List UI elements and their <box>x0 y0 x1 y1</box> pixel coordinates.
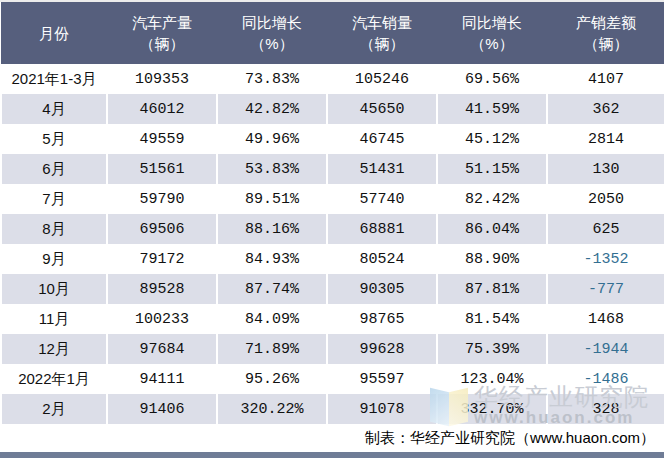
month-cell: 2022年1月 <box>1 364 107 394</box>
value-cell: 75.39% <box>437 334 547 364</box>
table-row: 12月9768471.89%9962875.39%-1944 <box>1 334 664 364</box>
value-cell: 94111 <box>107 364 217 394</box>
value-cell: 81.54% <box>437 304 547 334</box>
header-row: 月份汽车产量（辆）同比增长（%）汽车销量（辆）同比增长（%）产销差额（辆） <box>1 2 664 64</box>
value-cell: -777 <box>547 274 664 304</box>
table-row: 6月5156153.83%5143151.15%130 <box>1 154 664 184</box>
value-cell: 51431 <box>327 154 437 184</box>
value-cell: 51.15% <box>437 154 547 184</box>
value-cell: -1352 <box>547 244 664 274</box>
value-cell: 69.56% <box>437 64 547 94</box>
value-cell: 41.59% <box>437 94 547 124</box>
credit-line: 制表：华经产业研究院（www.huaon.com） <box>0 426 655 450</box>
value-cell: 53.83% <box>217 154 327 184</box>
value-cell: 332.70% <box>437 394 547 424</box>
column-header: 同比增长（%） <box>437 2 547 64</box>
table-row: 2021年1-3月10935373.83%10524669.56%4107 <box>1 64 664 94</box>
month-cell: 5月 <box>1 124 107 154</box>
column-header: 月份 <box>1 2 107 64</box>
auto-production-sales-table: 月份汽车产量（辆）同比增长（%）汽车销量（辆）同比增长（%）产销差额（辆） 20… <box>0 2 664 424</box>
value-cell: 84.93% <box>217 244 327 274</box>
column-header: 汽车销量（辆） <box>327 2 437 64</box>
table-row: 4月4601242.82%4565041.59%362 <box>1 94 664 124</box>
value-cell: 86.04% <box>437 214 547 244</box>
value-cell: 88.90% <box>437 244 547 274</box>
value-cell: 84.09% <box>217 304 327 334</box>
value-cell: 95597 <box>327 364 437 394</box>
month-cell: 2月 <box>1 394 107 424</box>
column-header: 同比增长（%） <box>217 2 327 64</box>
month-cell: 8月 <box>1 214 107 244</box>
value-cell: 87.81% <box>437 274 547 304</box>
value-cell: 59790 <box>107 184 217 214</box>
value-cell: 362 <box>547 94 664 124</box>
value-cell: 73.83% <box>217 64 327 94</box>
table-row: 7月5979089.51%5774082.42%2050 <box>1 184 664 214</box>
value-cell: 42.82% <box>217 94 327 124</box>
column-header: 产销差额（辆） <box>547 2 664 64</box>
table-row: 9月7917284.93%8052488.90%-1352 <box>1 244 664 274</box>
table-body: 2021年1-3月10935373.83%10524669.56%41074月4… <box>1 64 664 424</box>
value-cell: 91406 <box>107 394 217 424</box>
value-cell: 95.26% <box>217 364 327 394</box>
month-cell: 9月 <box>1 244 107 274</box>
value-cell: 45.12% <box>437 124 547 154</box>
value-cell: 2050 <box>547 184 664 214</box>
bottom-bar <box>0 452 664 458</box>
value-cell: 69506 <box>107 214 217 244</box>
column-header: 汽车产量（辆） <box>107 2 217 64</box>
value-cell: 46012 <box>107 94 217 124</box>
value-cell: 88.16% <box>217 214 327 244</box>
value-cell: 123.04% <box>437 364 547 394</box>
value-cell: 91078 <box>327 394 437 424</box>
value-cell: 46745 <box>327 124 437 154</box>
value-cell: 98765 <box>327 304 437 334</box>
value-cell: 100233 <box>107 304 217 334</box>
table-row: 10月8952887.74%9030587.81%-777 <box>1 274 664 304</box>
month-cell: 6月 <box>1 154 107 184</box>
value-cell: 45650 <box>327 94 437 124</box>
statistics-table-page: 月份汽车产量（辆）同比增长（%）汽车销量（辆）同比增长（%）产销差额（辆） 20… <box>0 0 664 458</box>
value-cell: 320.22% <box>217 394 327 424</box>
value-cell: 89528 <box>107 274 217 304</box>
value-cell: 87.74% <box>217 274 327 304</box>
value-cell: 328 <box>547 394 664 424</box>
value-cell: 57740 <box>327 184 437 214</box>
value-cell: 89.51% <box>217 184 327 214</box>
month-cell: 2021年1-3月 <box>1 64 107 94</box>
value-cell: 49559 <box>107 124 217 154</box>
value-cell: 51561 <box>107 154 217 184</box>
value-cell: 80524 <box>327 244 437 274</box>
month-cell: 4月 <box>1 94 107 124</box>
value-cell: 2814 <box>547 124 664 154</box>
month-cell: 12月 <box>1 334 107 364</box>
table-row: 2022年1月9411195.26%95597123.04%-1486 <box>1 364 664 394</box>
value-cell: 79172 <box>107 244 217 274</box>
value-cell: -1944 <box>547 334 664 364</box>
month-cell: 11月 <box>1 304 107 334</box>
value-cell: 109353 <box>107 64 217 94</box>
value-cell: 90305 <box>327 274 437 304</box>
table-row: 2月91406320.22%91078332.70%328 <box>1 394 664 424</box>
table-row: 11月10023384.09%9876581.54%1468 <box>1 304 664 334</box>
value-cell: 4107 <box>547 64 664 94</box>
value-cell: 68881 <box>327 214 437 244</box>
value-cell: 49.96% <box>217 124 327 154</box>
table-row: 5月4955949.96%4674545.12%2814 <box>1 124 664 154</box>
value-cell: -1486 <box>547 364 664 394</box>
value-cell: 625 <box>547 214 664 244</box>
month-cell: 10月 <box>1 274 107 304</box>
value-cell: 97684 <box>107 334 217 364</box>
value-cell: 1468 <box>547 304 664 334</box>
value-cell: 105246 <box>327 64 437 94</box>
value-cell: 130 <box>547 154 664 184</box>
table-row: 8月6950688.16%6888186.04%625 <box>1 214 664 244</box>
value-cell: 71.89% <box>217 334 327 364</box>
month-cell: 7月 <box>1 184 107 214</box>
value-cell: 99628 <box>327 334 437 364</box>
value-cell: 82.42% <box>437 184 547 214</box>
